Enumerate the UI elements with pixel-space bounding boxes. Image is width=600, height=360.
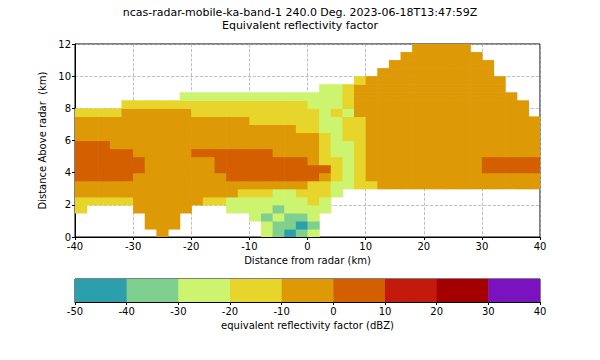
svg-text:-30: -30 [125,241,141,252]
svg-text:-10: -10 [241,241,257,252]
svg-text:10: 10 [58,71,71,82]
svg-text:4: 4 [65,167,71,178]
svg-text:Distance from radar (km): Distance from radar (km) [244,255,371,266]
svg-text:10: 10 [359,241,372,252]
svg-text:30: 30 [476,241,489,252]
svg-text:20: 20 [417,241,430,252]
svg-text:0: 0 [330,306,336,317]
svg-text:20: 20 [430,306,443,317]
svg-text:40: 40 [534,241,547,252]
svg-text:Distance Above radar (km): Distance Above radar (km) [37,71,48,209]
svg-text:-30: -30 [170,306,186,317]
svg-text:-10: -10 [273,306,289,317]
svg-text:2: 2 [65,199,71,210]
svg-text:-40: -40 [67,241,83,252]
svg-text:8: 8 [65,103,71,114]
svg-text:30: 30 [482,306,495,317]
svg-text:40: 40 [534,306,547,317]
svg-text:ncas-radar-mobile-ka-band-1 24: ncas-radar-mobile-ka-band-1 240.0 Deg. 2… [123,6,478,19]
svg-text:12: 12 [58,39,71,50]
svg-text:equivalent reflectivity factor: equivalent reflectivity factor (dBZ) [221,320,394,331]
svg-text:0: 0 [64,231,71,243]
svg-text:6: 6 [65,135,71,146]
svg-text:Equivalent reflectivity factor: Equivalent reflectivity factor [222,19,379,32]
svg-text:-20: -20 [222,306,238,317]
svg-text:-50: -50 [67,306,83,317]
svg-text:-20: -20 [183,241,199,252]
svg-text:0: 0 [304,241,310,252]
svg-text:10: 10 [379,306,392,317]
svg-text:-40: -40 [118,306,134,317]
